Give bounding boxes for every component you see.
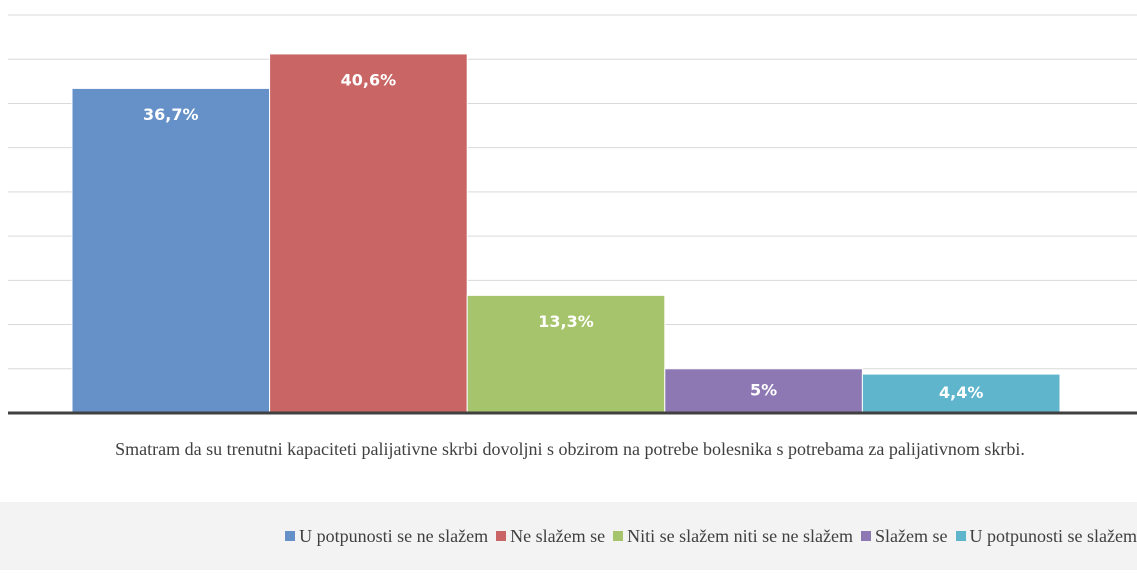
legend-label: Ne slažem se (510, 525, 606, 546)
legend-label: Slažem se (875, 525, 948, 546)
legend-swatch (613, 531, 624, 541)
legend-item: Niti se slažem niti se ne slažem (613, 526, 853, 547)
legend-item: Ne slažem se (496, 526, 605, 547)
bar (664, 368, 863, 414)
chart: 36,7% 40,6% 13,3% 5% 4,4% (8, 14, 1137, 415)
x-axis-label: Smatram da su trenutni kapaciteti palija… (115, 439, 1025, 459)
legend-label: Niti se slažem niti se ne slažem (627, 525, 854, 546)
legend-swatch (861, 531, 872, 541)
legend-item: Slažem se (861, 525, 948, 547)
data-label: 36,7% (143, 105, 199, 124)
data-label: 40,6% (341, 70, 397, 89)
legend-item: U potpunosti se slažem (955, 525, 1137, 547)
bar (71, 87, 271, 414)
legend-swatch (285, 531, 296, 541)
data-label: 5% (750, 380, 777, 399)
data-label: 4,4% (939, 383, 983, 402)
legend-swatch (496, 531, 507, 541)
bar (466, 294, 666, 414)
data-label: 13,3% (538, 312, 594, 331)
legend-label: U potpunosti se slažem (969, 525, 1137, 546)
legend-item: U potpunosti se ne slažem (285, 526, 488, 547)
legend-label: U potpunosti se ne slažem (299, 525, 489, 546)
bar (269, 53, 468, 414)
legend-swatch (955, 531, 966, 541)
legend: U potpunosti se ne slažem Ne slažem se Nit… (0, 502, 1137, 570)
